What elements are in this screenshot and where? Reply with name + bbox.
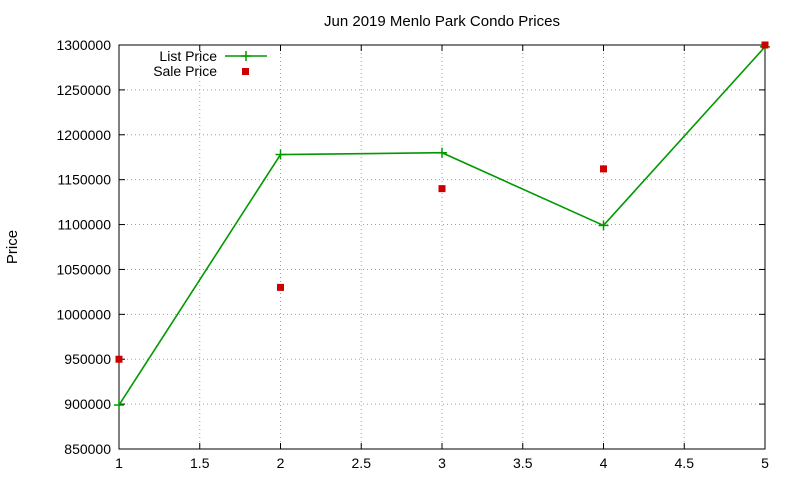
series [114,41,770,411]
sale-price-point [600,165,607,173]
sale-price-point [277,283,284,291]
y-tick-label: 1300000 [56,37,111,53]
list-price-point [275,149,286,160]
y-tick-label: 950000 [64,351,111,367]
y-tick-label: 1250000 [56,82,111,98]
legend-marker-list-price [241,51,251,61]
chart-title: Jun 2019 Menlo Park Condo Prices [324,13,560,30]
tick-labels: 1 1.5 2 2.5 3 3.5 4 4.5 5 850000 900000 950000 10000… [56,37,769,471]
x-tick-label: 1.5 [190,455,210,471]
sale-price-point [115,355,123,363]
x-tick-label: 5 [761,455,769,471]
x-tick-label: 4 [600,455,608,471]
y-axis-label: Price [4,230,21,264]
list-price-point [437,147,447,158]
y-tick-label: 1050000 [56,261,111,277]
y-tick-label: 1100000 [58,217,112,233]
grid [119,45,765,449]
sale-price-point [761,41,769,49]
ticks [118,44,766,450]
legend-plus-marker [241,51,251,61]
x-tick-label: 2.5 [352,455,372,471]
legend-label-list-price: List Price [159,48,217,64]
x-tick-label: 3 [438,455,446,471]
y-tick-label: 1200000 [56,127,111,143]
sale-price-point [438,185,446,193]
legend-label-sale-price: Sale Price [153,63,217,79]
legend: List Price Sale Price [153,48,267,79]
x-tick-label: 1 [115,455,123,471]
y-tick-label: 900000 [64,396,111,412]
list-price-point [114,400,124,411]
legend-marker-sale-price [242,68,249,75]
y-tick-label: 1150000 [58,172,112,188]
x-tick-label: 4.5 [675,455,695,471]
x-tick-label: 3.5 [513,455,533,471]
list-price-point [598,220,609,231]
y-tick-label: 1000000 [56,306,111,322]
x-tick-label: 2 [277,455,285,471]
y-tick-label: 850000 [64,441,111,457]
